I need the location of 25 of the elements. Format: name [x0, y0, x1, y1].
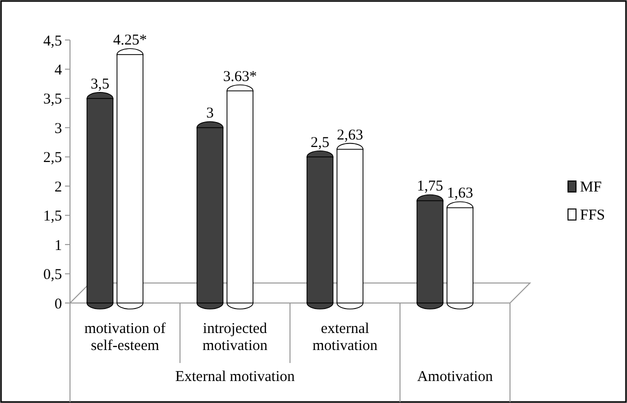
data-label: 2,63 [336, 127, 364, 144]
x-tick-label: introjected motivation [202, 321, 268, 354]
text: Amotivation [417, 369, 494, 385]
data-label: 3.63* [223, 68, 257, 85]
y-tick-label: 3,5 [43, 92, 62, 108]
data-label: 3 [206, 106, 214, 122]
y-tick-label: 0 [54, 296, 62, 312]
data-label: 4.25* [113, 32, 147, 49]
y-tick-label: 0,5 [43, 267, 62, 284]
legend-label: MF [580, 179, 602, 196]
data-label: 1,63 [446, 186, 474, 202]
text: External motivation [175, 369, 296, 385]
legend-label: FFS [580, 207, 606, 224]
y-tick-label: 4,5 [43, 33, 62, 50]
data-label: 3,5 [90, 76, 110, 92]
data-label: 1,75 [416, 178, 444, 195]
y-tick-label: 1 [54, 238, 62, 254]
x-tick-label: external motivation [312, 321, 378, 354]
y-tick-label: 2 [54, 179, 62, 196]
y-tick-label: 3 [54, 120, 62, 137]
x-tick-label: motivation of self-esteem [84, 321, 166, 354]
y-tick-label: 1,5 [43, 208, 62, 225]
y-tick-label: 4 [54, 62, 62, 78]
data-label: 2,5 [310, 134, 330, 151]
y-tick-label: 2,5 [43, 150, 62, 166]
